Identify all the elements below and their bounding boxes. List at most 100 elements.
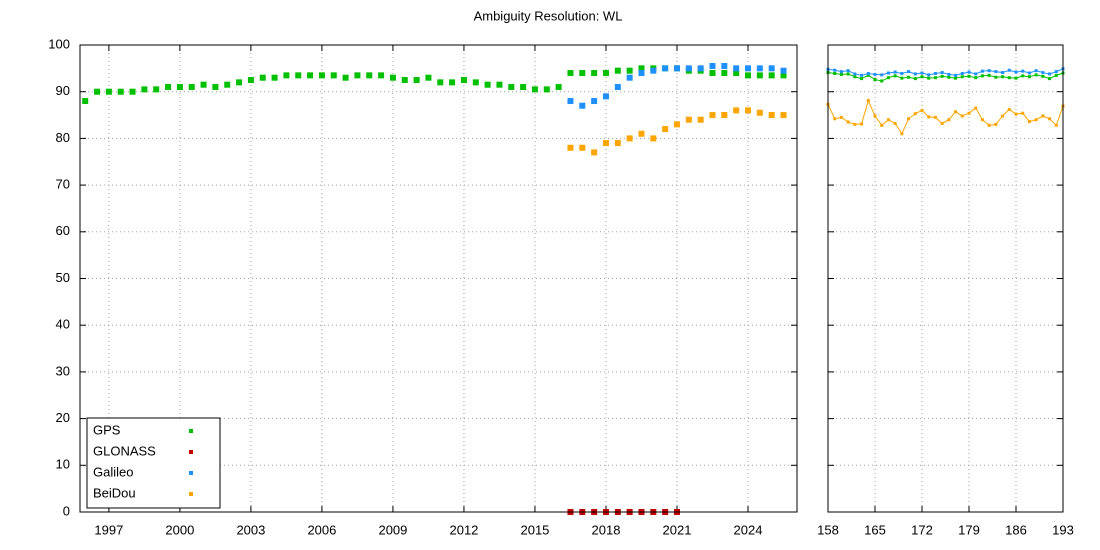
point xyxy=(780,72,787,79)
point xyxy=(927,73,931,77)
point xyxy=(496,81,503,88)
point xyxy=(614,84,621,91)
point xyxy=(1027,120,1031,124)
point xyxy=(980,74,984,78)
point xyxy=(555,84,562,91)
point xyxy=(1014,70,1018,74)
point xyxy=(520,84,527,91)
point xyxy=(662,65,669,72)
point xyxy=(846,72,850,76)
point xyxy=(920,71,924,75)
point xyxy=(709,70,716,77)
plot-frame xyxy=(827,44,1064,513)
point xyxy=(1007,76,1011,80)
point xyxy=(839,115,843,119)
x-tick-label: 2012 xyxy=(449,522,478,537)
x-tick-label: 2009 xyxy=(378,522,407,537)
point xyxy=(839,70,843,74)
x-tick-label: 172 xyxy=(911,522,933,537)
point xyxy=(987,123,991,127)
x-tick-label: 193 xyxy=(1052,522,1074,537)
point xyxy=(913,112,917,116)
legend-label: Galileo xyxy=(93,464,133,479)
point xyxy=(165,84,172,91)
point xyxy=(745,107,752,114)
point xyxy=(974,76,978,80)
point xyxy=(745,65,752,72)
point xyxy=(873,78,877,82)
y-tick-label: 60 xyxy=(56,223,70,238)
point xyxy=(833,71,837,75)
y-tick-label: 100 xyxy=(48,36,70,51)
point xyxy=(733,70,740,77)
point xyxy=(974,72,978,76)
point xyxy=(721,112,728,119)
point xyxy=(940,121,944,125)
point xyxy=(697,65,704,72)
point xyxy=(893,70,897,74)
plot-frame xyxy=(79,44,798,513)
point xyxy=(295,72,302,79)
point xyxy=(1027,75,1031,79)
point xyxy=(318,72,325,79)
point xyxy=(141,86,148,93)
point xyxy=(212,84,219,91)
point xyxy=(567,98,574,105)
point xyxy=(846,120,850,124)
point xyxy=(933,76,937,80)
point xyxy=(709,63,716,70)
point xyxy=(853,75,857,79)
point xyxy=(437,79,444,86)
point xyxy=(567,144,574,151)
point xyxy=(886,118,890,122)
point xyxy=(413,77,420,84)
point xyxy=(425,74,432,81)
point xyxy=(94,88,101,95)
point xyxy=(873,72,877,76)
point xyxy=(602,70,609,77)
point xyxy=(880,73,884,77)
y-tick-label: 50 xyxy=(56,270,70,285)
point xyxy=(947,72,951,76)
point xyxy=(947,75,951,79)
point xyxy=(960,75,964,79)
point xyxy=(886,71,890,75)
point xyxy=(987,69,991,73)
point xyxy=(768,65,775,72)
chart-title: Ambiguity Resolution: WL xyxy=(474,8,623,23)
point xyxy=(472,79,479,86)
point xyxy=(567,70,574,77)
point xyxy=(1041,71,1045,75)
point xyxy=(960,114,964,118)
point xyxy=(1048,117,1052,121)
point xyxy=(745,72,752,79)
point xyxy=(614,67,621,74)
point xyxy=(685,116,692,123)
x-tick-label: 2006 xyxy=(307,522,336,537)
point xyxy=(833,68,837,72)
point xyxy=(1054,123,1058,127)
legend-label: GPS xyxy=(93,422,121,437)
point xyxy=(980,69,984,73)
point xyxy=(756,109,763,116)
point xyxy=(927,115,931,119)
point xyxy=(1001,114,1005,118)
point xyxy=(880,123,884,127)
point xyxy=(1048,77,1052,81)
x-tick-label: 158 xyxy=(817,522,839,537)
point xyxy=(913,72,917,76)
point xyxy=(1048,72,1052,76)
point xyxy=(460,77,467,84)
point xyxy=(1034,69,1038,73)
point xyxy=(259,74,266,81)
y-tick-label: 80 xyxy=(56,130,70,145)
point xyxy=(1021,74,1025,78)
point xyxy=(967,70,971,74)
point xyxy=(1014,76,1018,80)
point xyxy=(650,135,657,142)
point xyxy=(833,117,837,121)
x-tick-label: 1997 xyxy=(94,522,123,537)
point xyxy=(626,135,633,142)
point xyxy=(947,118,951,122)
point xyxy=(886,76,890,80)
